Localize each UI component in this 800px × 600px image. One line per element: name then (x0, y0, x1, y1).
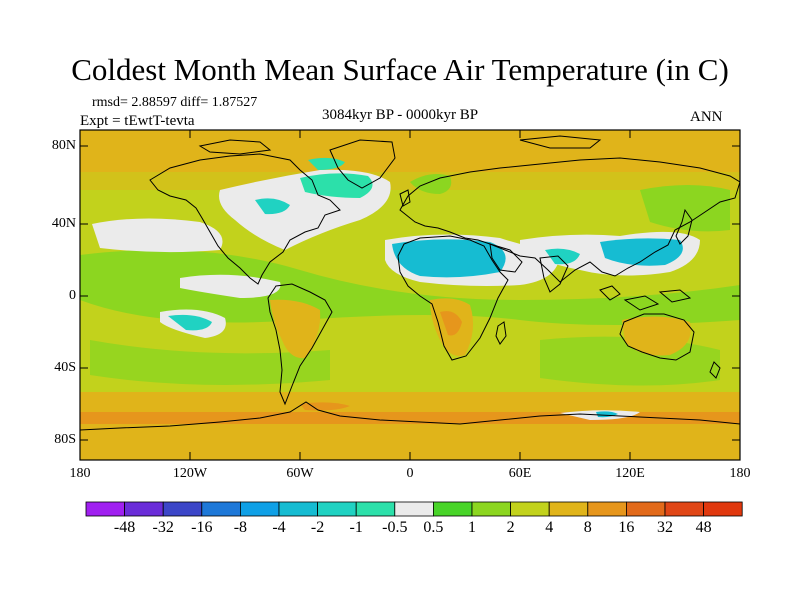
lat-label-80s: 80S (54, 432, 76, 447)
colorbar-box-2 (162, 501, 203, 517)
stats-text: rmsd= 2.88597 diff= 1.87527 (92, 95, 258, 110)
period-label: 3084kyr BP - 0000kyr BP (321, 107, 479, 123)
colorbar-label: -48 (113, 519, 136, 536)
lat-label-0: 0 (69, 288, 76, 303)
colorbar-box-8 (394, 501, 434, 517)
colorbar-box-15 (664, 501, 704, 517)
colorbar-box-13 (587, 501, 627, 517)
colorbar-label: 4 (545, 519, 554, 536)
colorbar-box-0 (85, 501, 125, 517)
colorbar-label: -4 (272, 519, 286, 536)
lon-label-0: 0 (406, 466, 414, 481)
season-label: ANN (690, 109, 723, 125)
colorbar-label: -1 (349, 519, 363, 536)
colorbar-box-7 (355, 501, 396, 517)
colorbar-box-9 (432, 501, 473, 517)
temperature-field (80, 130, 740, 460)
colorbar-box-16 (703, 501, 743, 517)
colorbar-box-11 (510, 501, 550, 517)
experiment-label: Expt = tEwtT-tevta (80, 113, 195, 129)
lon-label-60w: 60W (286, 466, 314, 481)
colorbar-box-1 (124, 501, 164, 517)
colorbar-label: -16 (191, 519, 213, 536)
lon-label-60e: 60E (508, 466, 532, 481)
colorbar-box-4 (239, 501, 280, 517)
lon-label-120e: 120E (615, 466, 645, 481)
colorbar-label: -32 (152, 519, 174, 536)
axis-ticks (80, 130, 740, 460)
colorbar-label: -2 (310, 519, 325, 536)
colorbar-box-14 (626, 501, 666, 517)
colorbar-box-12 (548, 501, 589, 517)
colorbar (85, 501, 743, 517)
lat-label-80n: 80N (51, 138, 76, 153)
colorbar-box-3 (201, 501, 241, 517)
colorbar-label: 48 (695, 519, 712, 536)
lat-label-40n: 40N (51, 216, 76, 231)
map-title: Coldest Month Mean Surface Air Temperatu… (71, 52, 729, 87)
colorbar-label: 16 (618, 519, 635, 536)
colorbar-label: -0.5 (382, 519, 408, 536)
colorbar-label: 32 (657, 519, 673, 536)
colorbar-label: 8 (583, 519, 592, 536)
colorbar-box-6 (317, 501, 357, 517)
colorbar-label: -8 (233, 519, 248, 536)
lon-label-180e: 180 (729, 466, 751, 481)
colorbar-box-10 (471, 501, 511, 517)
lat-label-40s: 40S (54, 360, 76, 375)
coastlines (80, 135, 740, 431)
colorbar-label: 0.5 (423, 519, 444, 536)
colorbar-label: 1 (468, 519, 476, 536)
colorbar-box-5 (278, 501, 318, 517)
lon-label-180w: 180 (69, 466, 91, 481)
lon-label-120w: 120W (172, 466, 208, 481)
colorbar-label: 2 (506, 519, 515, 536)
